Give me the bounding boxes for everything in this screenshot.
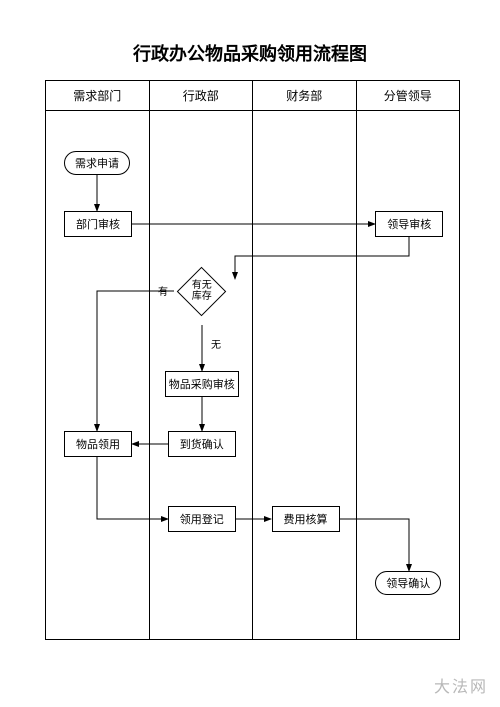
node-leader_audit: 领导审核: [375, 211, 443, 237]
node-request: 需求申请: [64, 151, 130, 175]
col-header-1: 行政部: [150, 81, 254, 110]
node-purchase_audit: 物品采购审核: [165, 371, 239, 397]
page-title: 行政办公物品采购领用流程图: [0, 40, 500, 66]
lane-0: [46, 111, 150, 639]
col-header-3: 分管领导: [357, 81, 460, 110]
lane-2: [253, 111, 357, 639]
node-cost: 费用核算: [272, 506, 340, 532]
node-stock_check: 有无 库存: [177, 266, 227, 316]
node-register: 领用登记: [168, 506, 236, 532]
node-confirm: 领导确认: [375, 571, 441, 595]
node-label-stock_check: 有无 库存: [177, 266, 227, 316]
lane-3: [357, 111, 460, 639]
header-row: 需求部门 行政部 财务部 分管领导: [46, 81, 459, 111]
watermark: 大法网: [434, 673, 488, 697]
lanes: [46, 111, 459, 639]
node-dept_audit: 部门审核: [64, 211, 132, 237]
col-header-2: 财务部: [253, 81, 357, 110]
swimlane-container: 需求部门 行政部 财务部 分管领导 需求申请部门审核 领导审核有无 库存物品采购审…: [45, 80, 460, 640]
edge-label-stock_check-receive: 有: [158, 283, 168, 298]
node-arrival: 到货确认: [168, 431, 236, 457]
edge-label-stock_check-purchase_audit: 无: [211, 336, 221, 351]
node-receive: 物品领用: [64, 431, 132, 457]
col-header-0: 需求部门: [46, 81, 150, 110]
